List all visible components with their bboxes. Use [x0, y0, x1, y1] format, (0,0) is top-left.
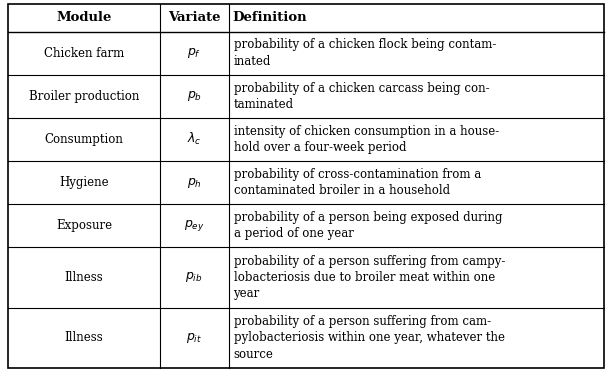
Text: probability of a person being exposed during: probability of a person being exposed du…: [234, 211, 502, 224]
Text: $p_b$: $p_b$: [187, 89, 202, 103]
Text: contaminated broiler in a household: contaminated broiler in a household: [234, 184, 450, 197]
Text: Broiler production: Broiler production: [29, 90, 139, 103]
Text: Variate: Variate: [168, 11, 220, 24]
Text: lobacteriosis due to broiler meat within one: lobacteriosis due to broiler meat within…: [234, 271, 494, 284]
Text: $p_h$: $p_h$: [187, 176, 202, 190]
Text: $p_{it}$: $p_{it}$: [186, 331, 203, 345]
Text: Hygiene: Hygiene: [59, 176, 109, 189]
Text: Illness: Illness: [65, 271, 103, 284]
Text: pylobacteriosis within one year, whatever the: pylobacteriosis within one year, whateve…: [234, 331, 504, 344]
Text: hold over a four-week period: hold over a four-week period: [234, 141, 406, 154]
Text: probability of a person suffering from campy-: probability of a person suffering from c…: [234, 254, 505, 267]
Text: probability of a person suffering from cam-: probability of a person suffering from c…: [234, 315, 491, 328]
Text: year: year: [234, 287, 259, 300]
Text: Definition: Definition: [233, 11, 307, 24]
Text: $p_f$: $p_f$: [187, 46, 201, 60]
Text: probability of cross-contamination from a: probability of cross-contamination from …: [234, 168, 481, 181]
Text: a period of one year: a period of one year: [234, 227, 353, 240]
Text: Illness: Illness: [65, 331, 103, 344]
Text: $p_{ib}$: $p_{ib}$: [185, 270, 203, 285]
Text: probability of a chicken flock being contam-: probability of a chicken flock being con…: [234, 38, 496, 51]
Text: Exposure: Exposure: [56, 219, 112, 232]
Text: Consumption: Consumption: [45, 133, 124, 146]
Text: inated: inated: [234, 55, 271, 68]
Text: Module: Module: [56, 11, 111, 24]
Text: source: source: [234, 348, 274, 361]
Text: $\lambda_c$: $\lambda_c$: [187, 131, 201, 147]
Text: intensity of chicken consumption in a house-: intensity of chicken consumption in a ho…: [234, 125, 499, 138]
Text: taminated: taminated: [234, 98, 294, 111]
Text: Chicken farm: Chicken farm: [44, 46, 124, 60]
Text: probability of a chicken carcass being con-: probability of a chicken carcass being c…: [234, 81, 489, 94]
Text: $p_{ey}$: $p_{ey}$: [184, 218, 204, 233]
